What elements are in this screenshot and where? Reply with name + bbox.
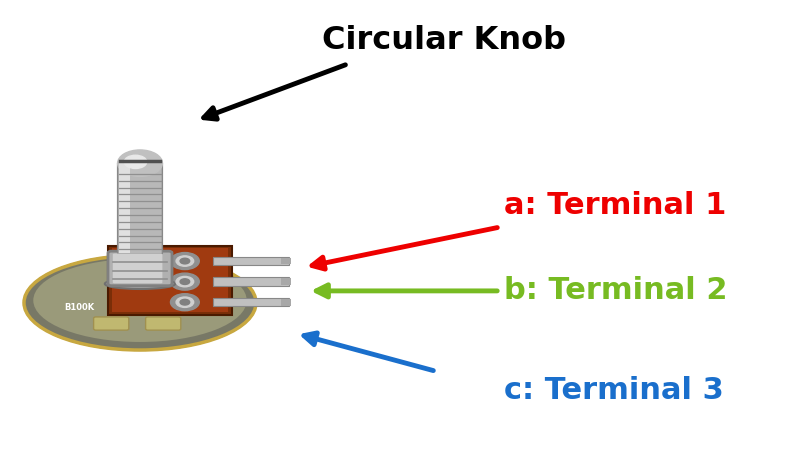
FancyBboxPatch shape bbox=[113, 254, 162, 283]
Point bbox=[156, 219, 166, 225]
Point bbox=[114, 226, 124, 232]
Point bbox=[162, 276, 172, 282]
FancyBboxPatch shape bbox=[282, 258, 291, 264]
FancyBboxPatch shape bbox=[146, 317, 181, 330]
Point bbox=[108, 259, 118, 265]
Point bbox=[115, 158, 125, 164]
Point bbox=[114, 233, 124, 238]
FancyBboxPatch shape bbox=[119, 163, 130, 253]
Ellipse shape bbox=[105, 279, 175, 289]
Point bbox=[156, 239, 166, 245]
Point bbox=[155, 158, 165, 164]
Circle shape bbox=[180, 279, 190, 284]
Point bbox=[114, 171, 124, 177]
Point bbox=[162, 268, 172, 273]
Circle shape bbox=[124, 155, 146, 168]
Point bbox=[108, 276, 118, 282]
FancyBboxPatch shape bbox=[108, 251, 172, 286]
Ellipse shape bbox=[34, 259, 246, 342]
Circle shape bbox=[170, 294, 199, 311]
Point bbox=[156, 185, 166, 191]
Point bbox=[156, 199, 166, 204]
FancyBboxPatch shape bbox=[118, 162, 162, 254]
Point bbox=[114, 205, 124, 211]
Point bbox=[156, 233, 166, 238]
FancyArrowPatch shape bbox=[312, 228, 498, 269]
FancyBboxPatch shape bbox=[94, 317, 129, 330]
Text: B100K: B100K bbox=[64, 303, 94, 312]
Point bbox=[156, 171, 166, 177]
Point bbox=[156, 226, 166, 232]
Point bbox=[108, 268, 118, 273]
Point bbox=[114, 192, 124, 197]
Text: a: Terminal 1: a: Terminal 1 bbox=[504, 191, 726, 220]
FancyArrowPatch shape bbox=[316, 285, 498, 297]
FancyBboxPatch shape bbox=[214, 277, 290, 286]
Circle shape bbox=[176, 297, 194, 307]
Text: Circular Knob: Circular Knob bbox=[322, 25, 566, 56]
FancyArrowPatch shape bbox=[204, 65, 346, 119]
Point bbox=[156, 192, 166, 197]
Point bbox=[114, 212, 124, 218]
Point bbox=[156, 246, 166, 252]
FancyBboxPatch shape bbox=[282, 278, 291, 285]
Point bbox=[156, 178, 166, 184]
Point bbox=[162, 259, 172, 265]
Point bbox=[114, 239, 124, 245]
FancyBboxPatch shape bbox=[214, 298, 290, 307]
Circle shape bbox=[170, 273, 199, 290]
Ellipse shape bbox=[24, 255, 256, 350]
Point bbox=[156, 205, 166, 211]
Text: c: Terminal 3: c: Terminal 3 bbox=[504, 376, 724, 405]
FancyBboxPatch shape bbox=[108, 246, 232, 315]
Circle shape bbox=[170, 253, 199, 270]
FancyBboxPatch shape bbox=[282, 299, 291, 306]
FancyBboxPatch shape bbox=[112, 248, 228, 312]
Circle shape bbox=[180, 258, 190, 264]
Circle shape bbox=[118, 150, 162, 176]
Point bbox=[114, 219, 124, 225]
Circle shape bbox=[176, 276, 194, 287]
Circle shape bbox=[180, 299, 190, 305]
Circle shape bbox=[176, 256, 194, 266]
Point bbox=[114, 178, 124, 184]
Point bbox=[114, 199, 124, 204]
Point bbox=[156, 212, 166, 218]
FancyBboxPatch shape bbox=[214, 257, 290, 265]
Point bbox=[114, 185, 124, 191]
Text: b: Terminal 2: b: Terminal 2 bbox=[504, 276, 727, 306]
FancyArrowPatch shape bbox=[304, 333, 434, 370]
Point bbox=[114, 246, 124, 252]
